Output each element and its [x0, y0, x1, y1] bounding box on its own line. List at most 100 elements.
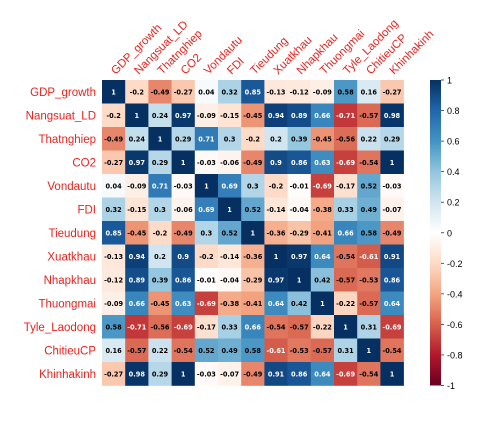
heatmap-cell: [125, 150, 149, 175]
cell-value-label: -0.17: [336, 182, 355, 190]
cell-value-label: -0.57: [290, 323, 309, 331]
cell-value-label: -0.2: [153, 229, 168, 237]
colorbar-tick-label: -0.6: [447, 320, 463, 330]
cell-value-label: -0.04: [290, 206, 309, 214]
heatmap-cell: [171, 268, 196, 292]
cell-value-label: 1: [367, 347, 372, 355]
heatmap-cell: [148, 127, 172, 151]
heatmap-cell: [102, 197, 126, 222]
heatmap-cell: [264, 244, 288, 269]
cell-value-label: -0.36: [266, 229, 285, 237]
heatmap-cell: [287, 80, 312, 104]
heatmap-cell: [148, 197, 172, 222]
heatmap-cell: [334, 80, 358, 104]
cell-value-label: -0.27: [104, 159, 123, 167]
heatmap-cell: [125, 174, 149, 198]
heatmap-cell: [357, 315, 381, 339]
heatmap-cell: [148, 362, 172, 386]
heatmap-cell: [334, 197, 358, 222]
cell-value-label: -0.49: [150, 88, 169, 96]
row-label: GDP_growth: [30, 87, 96, 99]
cell-value-label: -0.27: [104, 370, 123, 378]
heatmap-cell: [310, 127, 335, 151]
heatmap-cell: [194, 127, 219, 151]
heatmap-cell: [264, 80, 288, 104]
heatmap-cells: 1 -0.2 -0.49 -0.27 0.04 0.32 0.85 -0.13 -0.12 -0.…: [102, 80, 404, 386]
heatmap-cell: [241, 315, 265, 339]
heatmap-cell: [287, 174, 312, 198]
cell-value-label: -0.22: [313, 323, 332, 331]
cell-value-label: -0.15: [127, 206, 146, 214]
heatmap-cell: [264, 174, 288, 198]
heatmap-cell: [218, 221, 242, 245]
heatmap-cell: [125, 315, 149, 339]
heatmap-cell: [171, 150, 196, 175]
cell-value-label: -0.03: [174, 182, 193, 190]
heatmap-cell: [380, 127, 404, 151]
row-label: Tieudung: [48, 228, 96, 240]
cell-value-label: 0.3: [247, 182, 259, 190]
cell-value-label: 1: [111, 88, 116, 96]
row-label: Vondautu: [47, 181, 96, 193]
heatmap-cell: [380, 315, 404, 339]
cell-value-label: 0.66: [129, 300, 146, 308]
heatmap-cell: [218, 80, 242, 104]
heatmap-cell: [241, 80, 265, 104]
row-label: FDI: [77, 204, 96, 216]
cell-value-label: 1: [343, 323, 348, 331]
heatmap-cell: [125, 103, 149, 128]
heatmap-cell: [148, 338, 172, 363]
heatmap-cell: [171, 362, 196, 386]
heatmap-cell: [287, 244, 312, 269]
heatmap-cell: [102, 174, 126, 198]
cell-value-label: 0.52: [221, 229, 238, 237]
cell-value-label: -0.03: [382, 182, 401, 190]
heatmap-cell: [310, 315, 335, 339]
cell-value-label: -0.57: [313, 347, 332, 355]
colorbar: 1 0.8 0.6 0.4 0.2 0 -0.2 -0.4 -0.6 -0.8 -1: [430, 76, 463, 391]
cell-value-label: 1: [204, 182, 209, 190]
heatmap-cell: [241, 221, 265, 245]
heatmap-cell: [241, 150, 265, 175]
heatmap-cell: [334, 244, 358, 269]
heatmap-cell: [334, 150, 358, 175]
heatmap-cell: [218, 338, 242, 363]
heatmap-cell: [171, 174, 196, 198]
heatmap-cell: [241, 174, 265, 198]
cell-value-label: 0.64: [314, 370, 331, 378]
cell-value-label: -0.53: [290, 347, 309, 355]
heatmap-cell: [102, 127, 126, 151]
heatmap-cell: [102, 338, 126, 363]
heatmap-cell: [380, 291, 404, 316]
cell-value-label: -0.54: [266, 323, 285, 331]
cell-value-label: -0.45: [313, 135, 332, 143]
heatmap-cell: [171, 315, 196, 339]
cell-value-label: 1: [320, 300, 325, 308]
cell-value-label: 1: [274, 253, 279, 261]
heatmap-cell: [287, 197, 312, 222]
row-label: Khinhakinh: [39, 369, 96, 381]
colorbar-tick-label: -0.2: [447, 259, 463, 269]
heatmap-cell: [125, 80, 149, 104]
heatmap-cell: [241, 244, 265, 269]
heatmap-cell: [287, 150, 312, 175]
cell-value-label: 1: [390, 370, 395, 378]
heatmap-cell: [310, 291, 335, 316]
cell-value-label: -0.54: [359, 159, 378, 167]
heatmap-cell: [334, 291, 358, 316]
heatmap-cell: [380, 338, 404, 363]
row-label: Thatnghiep: [38, 134, 96, 146]
heatmap-cell: [218, 174, 242, 198]
heatmap-cell: [264, 268, 288, 292]
cell-value-label: -0.49: [104, 135, 123, 143]
cell-value-label: -0.57: [359, 300, 378, 308]
heatmap-cell: [264, 150, 288, 175]
heatmap-cell: [310, 150, 335, 175]
heatmap-cell: [194, 244, 219, 269]
heatmap-cell: [102, 244, 126, 269]
heatmap-cell: [310, 174, 335, 198]
heatmap-cell: [241, 291, 265, 316]
cell-value-label: -0.09: [127, 182, 146, 190]
heatmap-cell: [194, 174, 219, 198]
cell-value-label: -0.27: [382, 88, 401, 96]
